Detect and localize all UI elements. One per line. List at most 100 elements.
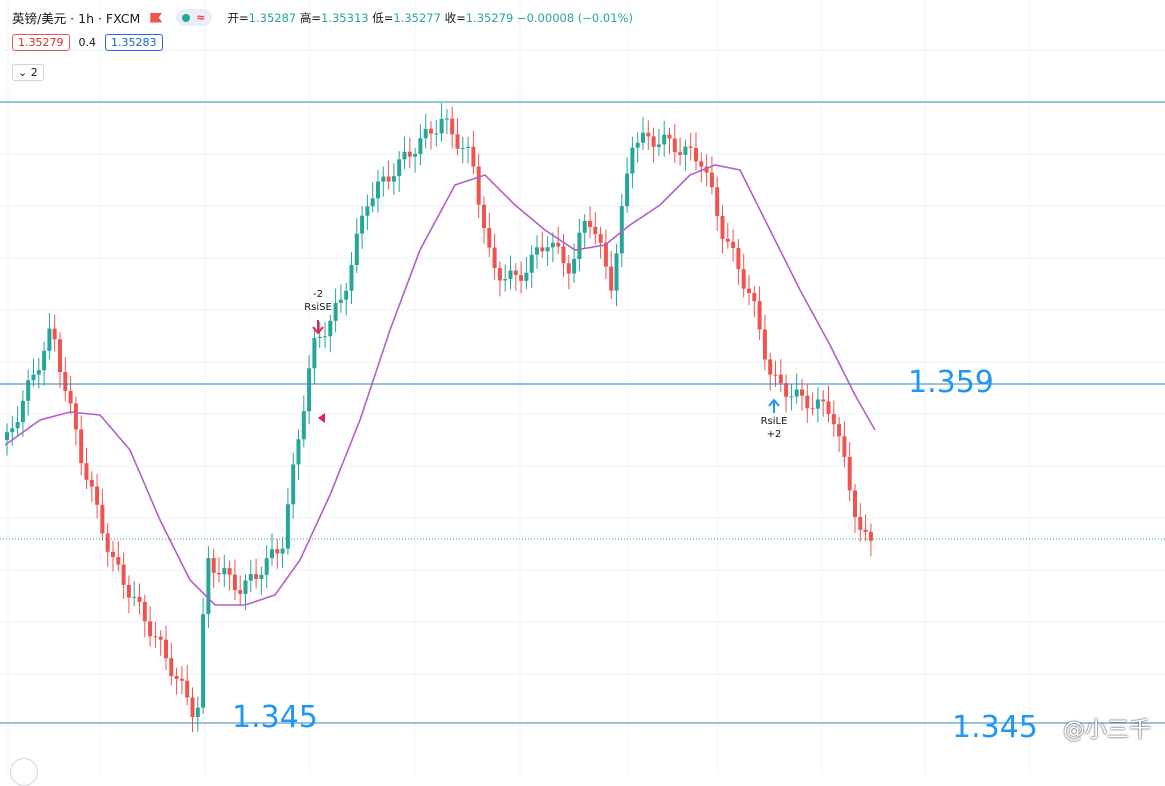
- flag-icon[interactable]: [150, 12, 163, 23]
- candle-body: [222, 568, 227, 575]
- candle-body: [519, 274, 524, 281]
- candle-body: [439, 118, 444, 134]
- candle-body: [174, 676, 179, 679]
- candle-body: [195, 707, 200, 718]
- candle-body: [471, 146, 476, 167]
- candle-body: [185, 680, 190, 698]
- candle-body: [741, 269, 746, 289]
- chart-settings-button[interactable]: [10, 758, 38, 786]
- candle-body: [232, 574, 237, 591]
- candle-body: [561, 246, 566, 264]
- candle-body: [513, 270, 518, 275]
- candle-body: [651, 136, 656, 147]
- candle-body: [164, 639, 168, 659]
- short-signal-name: RsiSE: [304, 302, 332, 313]
- candle-body: [572, 258, 577, 274]
- candle-body: [238, 590, 243, 594]
- candle-body: [95, 486, 100, 505]
- symbol-title[interactable]: 英镑/美元 · 1h · FXCM: [12, 11, 141, 26]
- sell-button[interactable]: 1.35279: [12, 34, 70, 51]
- market-open-dot-icon: [182, 13, 191, 22]
- candle-body: [550, 242, 555, 248]
- candle-body: [773, 374, 778, 376]
- candle-body: [656, 144, 661, 147]
- moving-average-line: [4, 164, 876, 606]
- high-value: 1.35313: [321, 10, 369, 25]
- candle-body: [63, 372, 68, 391]
- candle-body: [291, 464, 296, 505]
- candle-body: [821, 399, 826, 402]
- candle-body: [429, 128, 433, 134]
- candle-body: [280, 548, 285, 554]
- candle-body: [15, 422, 20, 429]
- candle-body: [678, 152, 683, 155]
- candle-body: [847, 456, 852, 491]
- candle-body: [26, 380, 31, 401]
- candle-body: [73, 403, 78, 430]
- candle-body: [503, 279, 508, 281]
- candle-body: [720, 215, 725, 239]
- candle-body: [805, 395, 810, 409]
- high-label: 高=: [299, 10, 322, 25]
- indicators-count: 2: [30, 66, 38, 79]
- candle-body: [270, 549, 274, 559]
- candle-body: [227, 568, 232, 575]
- market-status-pill[interactable]: ≈: [176, 9, 212, 26]
- candle-body: [508, 270, 513, 280]
- candle-body: [100, 504, 105, 534]
- candle-body: [42, 350, 47, 371]
- candle-body: [683, 146, 688, 155]
- low-label: 低=: [372, 10, 394, 25]
- candle-body: [444, 118, 449, 120]
- long-signal-arrow-icon: [768, 398, 780, 413]
- candle-body: [254, 574, 259, 579]
- candle-body: [566, 263, 571, 274]
- candle-body: [31, 374, 36, 381]
- candle-body: [338, 299, 343, 303]
- candle-body: [688, 146, 693, 148]
- long-signal-qty: +2: [766, 429, 782, 440]
- candle-body: [354, 233, 359, 266]
- candle-body: [137, 596, 142, 602]
- buy-button[interactable]: 1.35283: [105, 34, 163, 51]
- candle-body: [407, 151, 412, 157]
- candle-body: [243, 580, 248, 594]
- chart-header: 英镑/美元 · 1h · FXCM ≈ 开=1.35287 高=1.35313 …: [12, 8, 633, 27]
- candle-body: [545, 247, 550, 252]
- candle-body: [376, 181, 380, 199]
- candle-body: [694, 147, 698, 162]
- short-signal-qty: -2: [313, 289, 323, 300]
- candle-body: [794, 389, 799, 397]
- candle-body: [625, 173, 630, 207]
- candle-body: [784, 383, 789, 397]
- chevron-down-icon: ⌄: [18, 66, 28, 79]
- candle-body: [79, 429, 84, 464]
- candle-body: [323, 336, 327, 338]
- candle-body: [413, 153, 418, 157]
- candle-body: [312, 338, 317, 369]
- candle-body: [672, 138, 677, 153]
- candle-body: [217, 572, 221, 575]
- candle-body: [317, 336, 322, 339]
- candle-body: [68, 390, 73, 404]
- wave-icon: ≈: [196, 11, 206, 24]
- candle-body: [535, 247, 539, 255]
- candle-body: [466, 146, 471, 148]
- trade-buttons: 1.35279 0.4 1.35283: [12, 34, 163, 51]
- spread-value: 0.4: [78, 36, 97, 49]
- candle-body: [148, 621, 153, 637]
- candle-body: [476, 166, 481, 205]
- candle-body: [259, 574, 264, 579]
- candle-body: [52, 328, 57, 340]
- close-value: 1.35279: [465, 10, 514, 25]
- candle-body: [810, 408, 815, 410]
- candle-body: [731, 241, 736, 249]
- candle-body: [577, 232, 582, 259]
- candle-body: [333, 302, 338, 321]
- level-1345-label-right: 1.345: [952, 710, 1038, 745]
- long-signal-name: RsiLE: [760, 416, 788, 427]
- indicators-toggle-button[interactable]: ⌄ 2: [12, 64, 44, 81]
- level-1345-label-left: 1.345: [232, 700, 318, 735]
- candle-body: [84, 463, 89, 480]
